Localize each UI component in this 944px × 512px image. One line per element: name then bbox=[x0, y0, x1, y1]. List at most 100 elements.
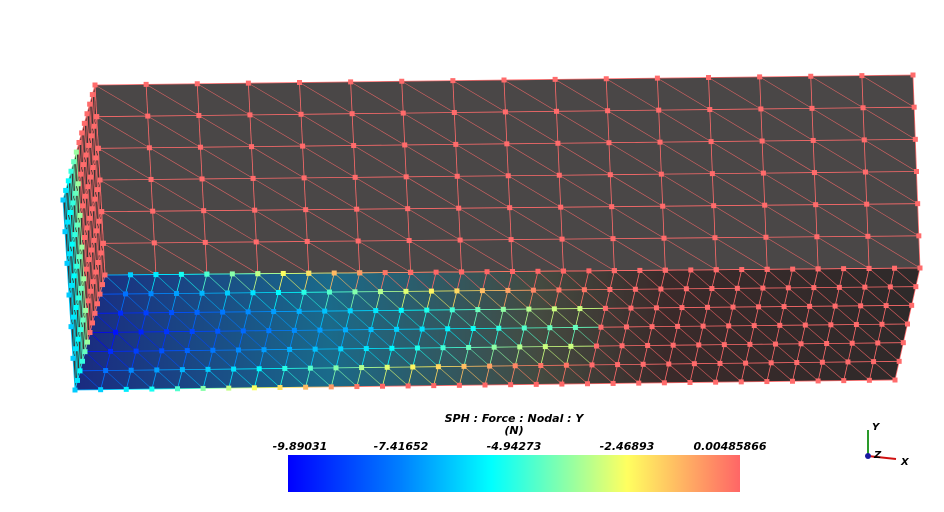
mesh-node bbox=[113, 330, 118, 335]
mesh-node bbox=[79, 245, 84, 250]
mesh-node bbox=[707, 107, 712, 112]
mesh-node bbox=[764, 379, 769, 384]
mesh-node bbox=[659, 172, 664, 177]
mesh-node bbox=[854, 322, 859, 327]
mesh-node bbox=[487, 364, 492, 369]
mesh-node bbox=[220, 310, 225, 315]
mesh-edge bbox=[457, 176, 508, 177]
mesh-node bbox=[466, 345, 471, 350]
mesh-node bbox=[373, 308, 378, 313]
colorbar-tick-label: -4.94273 bbox=[487, 440, 542, 453]
mesh-node bbox=[658, 140, 663, 145]
mesh-node bbox=[624, 324, 629, 329]
mesh-node bbox=[74, 305, 79, 310]
mesh-node bbox=[875, 340, 880, 345]
mesh-node bbox=[378, 289, 383, 294]
mesh-node bbox=[63, 229, 68, 234]
mesh-node bbox=[78, 368, 83, 373]
mesh-edge bbox=[102, 211, 153, 212]
mesh-node bbox=[913, 137, 918, 142]
mesh-node bbox=[814, 234, 819, 239]
mesh-node bbox=[78, 172, 83, 177]
mesh-node bbox=[633, 287, 638, 292]
mesh-node bbox=[611, 381, 616, 386]
mesh-node bbox=[354, 384, 359, 389]
mesh-node bbox=[152, 240, 157, 245]
mesh-node bbox=[604, 76, 609, 81]
mesh-node bbox=[773, 342, 778, 347]
mesh-node bbox=[858, 303, 863, 308]
mesh-node bbox=[123, 291, 128, 296]
mesh-node bbox=[820, 360, 825, 365]
mesh-node bbox=[91, 279, 96, 284]
mesh-node bbox=[609, 204, 614, 209]
mesh-node bbox=[364, 346, 369, 351]
mesh-node bbox=[303, 207, 308, 212]
mesh-node bbox=[83, 308, 88, 313]
mesh-node bbox=[93, 83, 98, 88]
mesh-edge bbox=[98, 148, 149, 149]
mesh-node bbox=[128, 272, 133, 277]
mesh-node bbox=[824, 341, 829, 346]
mesh-node bbox=[410, 364, 415, 369]
mesh-node bbox=[636, 381, 641, 386]
mesh-node bbox=[452, 110, 457, 115]
mesh-edge bbox=[661, 174, 712, 175]
mesh-node bbox=[803, 323, 808, 328]
mesh-node bbox=[453, 142, 458, 147]
mesh-node bbox=[68, 210, 73, 215]
mesh-node bbox=[457, 383, 462, 388]
mesh-node bbox=[82, 235, 87, 240]
mesh-node bbox=[198, 145, 203, 150]
mesh-node bbox=[871, 359, 876, 364]
mesh-node bbox=[149, 177, 154, 182]
mesh-node bbox=[246, 81, 251, 86]
colorbar-tick-label: -7.41652 bbox=[374, 440, 429, 453]
mesh-node bbox=[180, 367, 185, 372]
mesh-node bbox=[777, 323, 782, 328]
mesh-node bbox=[153, 272, 158, 277]
mesh-edge bbox=[459, 208, 510, 209]
mesh-node bbox=[89, 133, 94, 138]
mesh-edge bbox=[149, 147, 200, 148]
mesh-node bbox=[169, 310, 174, 315]
mesh-node bbox=[743, 361, 748, 366]
mesh-node bbox=[406, 383, 411, 388]
mesh-node bbox=[594, 344, 599, 349]
mesh-edge bbox=[357, 209, 408, 210]
mesh-edge bbox=[813, 140, 864, 141]
mesh-node bbox=[200, 176, 205, 181]
mesh-edge bbox=[151, 179, 202, 180]
mesh-node bbox=[72, 273, 77, 278]
mesh-node bbox=[915, 201, 920, 206]
mesh-node bbox=[257, 366, 262, 371]
mesh-node bbox=[557, 173, 562, 178]
mesh-node bbox=[91, 165, 96, 170]
mesh-node bbox=[526, 307, 531, 312]
mesh-node bbox=[79, 286, 84, 291]
mesh-node bbox=[95, 301, 100, 306]
mesh-node bbox=[612, 268, 617, 273]
mesh-node bbox=[89, 248, 94, 253]
mesh-node bbox=[813, 202, 818, 207]
mesh-node bbox=[508, 382, 513, 387]
mesh-node bbox=[241, 328, 246, 333]
mesh-node bbox=[893, 378, 898, 383]
mesh-node bbox=[713, 380, 718, 385]
mesh-node bbox=[605, 108, 610, 113]
mesh-node bbox=[654, 305, 659, 310]
mesh-node bbox=[76, 295, 81, 300]
mesh-node bbox=[394, 327, 399, 332]
mesh-edge bbox=[610, 174, 661, 175]
mesh-node bbox=[262, 347, 267, 352]
mesh-node bbox=[90, 320, 95, 325]
mesh-node bbox=[225, 290, 230, 295]
mesh-node bbox=[455, 174, 460, 179]
mesh-node bbox=[190, 329, 195, 334]
mesh-node bbox=[98, 250, 103, 255]
mesh-node bbox=[688, 380, 693, 385]
mesh-node bbox=[888, 284, 893, 289]
mesh-node bbox=[641, 362, 646, 367]
mesh-node bbox=[73, 388, 78, 393]
